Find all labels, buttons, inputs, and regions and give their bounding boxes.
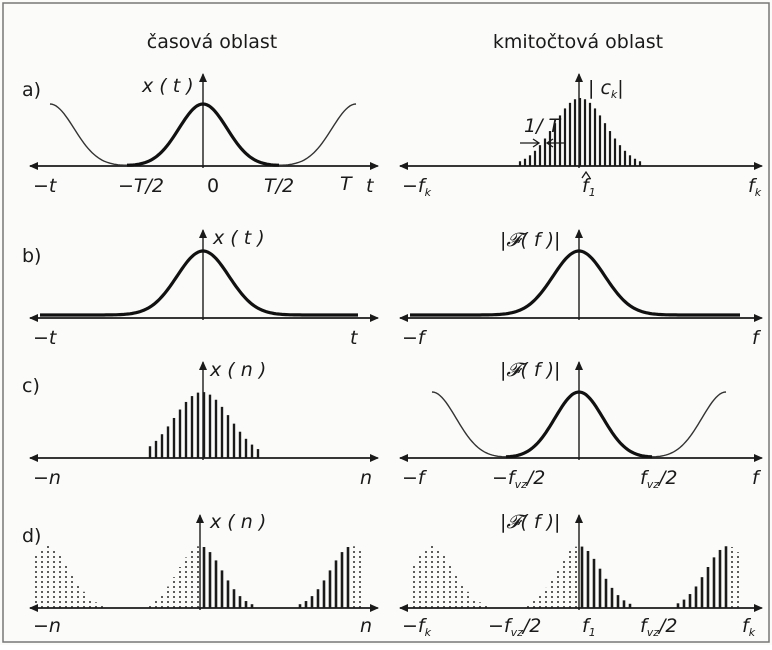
annotation-one-over-t: 1/ T (524, 115, 562, 137)
row-label-d: d) (22, 525, 41, 547)
curve-b-freq (410, 249, 740, 317)
tick-d-fvz-half: fvz/2 (640, 615, 678, 639)
dft-samples-d-time (35, 546, 361, 608)
ylabel-d-freq: |𝓕( f )| (500, 511, 560, 533)
tick-c-neg-f: −f (402, 467, 428, 489)
tick-a-half-t: T/2 (264, 175, 294, 197)
panel-a-time: x ( t ) −t −T/2 0 T/2 T t (29, 73, 379, 197)
tick-c-neg-n: −n (33, 467, 61, 489)
ylabel-c-freq: |𝓕( f )| (500, 359, 560, 381)
curve-b-time (40, 249, 358, 317)
spectrum-lines-a (518, 98, 642, 166)
panel-a-freq: | ck| 1/ T −fk f1 fk (399, 73, 763, 199)
panel-b-freq: |𝓕( f )| −f f (399, 229, 763, 349)
freq-domain-header: kmitočtová oblast (493, 31, 663, 53)
tick-c-fvz-half: fvz/2 (640, 467, 678, 491)
tick-c-n: n (360, 467, 372, 489)
tick-b-t: t (350, 327, 359, 349)
panel-c-time: x ( n ) −n n (29, 359, 379, 489)
curve-c-base-spectrum (505, 390, 653, 459)
row-label-a: a) (22, 79, 41, 101)
tick-d-neg-fvz-half: −fvz/2 (488, 615, 541, 639)
panel-b-time: x ( t ) −t t (29, 227, 379, 349)
tick-a-zero: 0 (207, 175, 219, 197)
samples-c (148, 392, 260, 458)
panel-d-freq: |𝓕( f )| −fk −fvz/2 f1 fvz/2 fk (399, 511, 763, 639)
tick-a-fk: fk (748, 175, 762, 199)
tick-d-neg-n: −n (33, 615, 61, 637)
panel-d-time: x ( n ) −n n (29, 511, 379, 637)
tick-b-f: f (752, 327, 762, 349)
panel-c-freq: |𝓕( f )| −f −fvz/2 fvz/2 f (399, 359, 763, 491)
ylabel-a-freq: | ck| (588, 77, 624, 101)
tick-a-f1: f1 (582, 175, 596, 199)
tick-d-neg-fk: −fk (402, 615, 432, 639)
f1-pointer-icon (581, 170, 591, 179)
tick-c-neg-fvz-half: −fvz/2 (492, 467, 545, 491)
curve-a-period (127, 102, 279, 167)
tick-a-t-period: T (340, 173, 353, 195)
tick-a-neg-fk: −fk (402, 175, 432, 199)
ylabel-d-time: x ( n ) (209, 511, 266, 533)
tick-a-neg-t: −t (33, 175, 58, 197)
tick-a-neg-half-t: −T/2 (118, 175, 164, 197)
tick-d-n: n (360, 615, 372, 637)
tick-d-f1: f1 (582, 615, 596, 639)
ylabel-b-freq: |𝓕( f )| (500, 229, 560, 251)
ylabel-c-time: x ( n ) (209, 359, 266, 381)
row-label-c: c) (22, 375, 40, 397)
tick-b-neg-t: −t (33, 327, 58, 349)
tick-b-neg-f: −f (402, 327, 428, 349)
tick-c-f: f (752, 467, 762, 489)
time-domain-header: časová oblast (147, 31, 278, 53)
tick-d-fk: fk (742, 615, 756, 639)
dft-lines-d-freq (413, 546, 739, 608)
period-bracket-arrows (532, 138, 554, 148)
ylabel-b-time: x ( t ) (212, 227, 265, 249)
ylabel-a-time: x ( t ) (141, 75, 194, 97)
row-label-b: b) (22, 245, 41, 267)
tick-a-t: t (366, 175, 375, 197)
